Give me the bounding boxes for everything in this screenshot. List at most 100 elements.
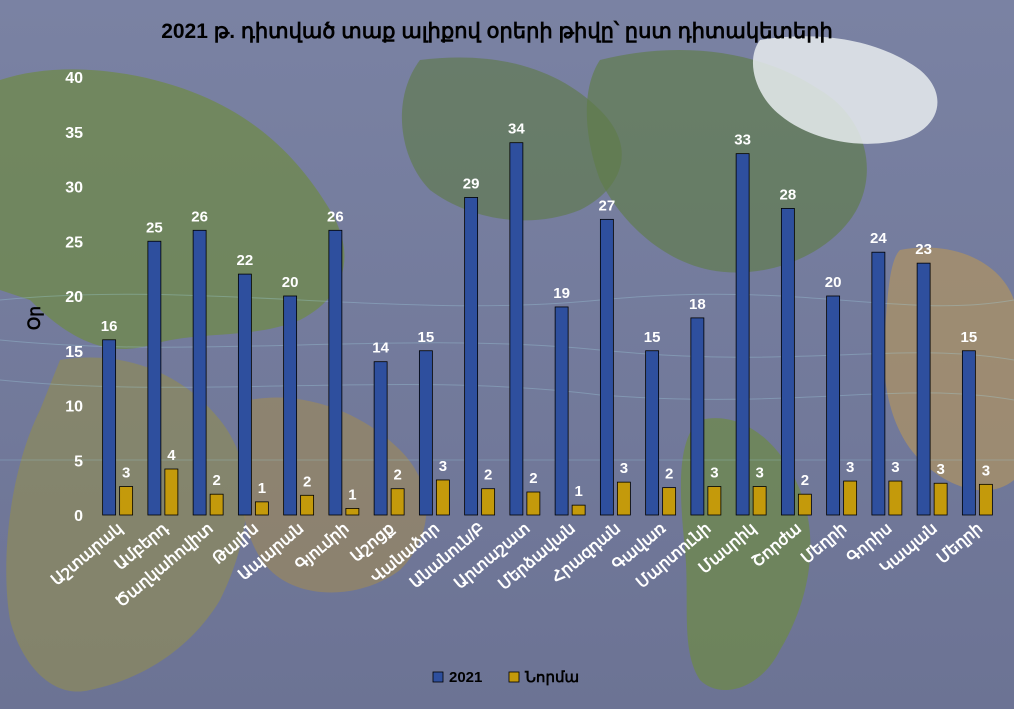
data-label-2021: 33 <box>734 132 751 149</box>
bar-norm <box>435 479 450 516</box>
data-label-2021: 24 <box>870 230 887 247</box>
y-axis-ticks: 0 5 10 15 20 25 30 35 40 <box>65 70 83 525</box>
series-norm <box>119 468 993 516</box>
bar-norm <box>481 488 496 516</box>
bar-2021 <box>780 207 795 516</box>
data-label-norm: 3 <box>710 465 718 482</box>
bar-norm <box>300 494 315 516</box>
data-label-2021: 15 <box>644 329 661 346</box>
data-label-norm: 2 <box>484 467 492 484</box>
data-label-norm: 2 <box>303 473 311 490</box>
legend-swatch-2021 <box>432 671 444 683</box>
data-label-2021: 20 <box>282 274 299 291</box>
data-label-norm: 2 <box>529 470 537 487</box>
data-label-norm: 3 <box>891 459 899 476</box>
data-label-2021: 16 <box>101 318 118 335</box>
bar-norm <box>254 501 269 516</box>
bar-2021 <box>509 142 524 516</box>
data-label-2021: 22 <box>237 252 254 269</box>
bar-2021 <box>328 229 343 516</box>
bar-norm <box>843 480 858 516</box>
bar-norm <box>345 508 360 516</box>
bar-2021 <box>645 350 660 516</box>
data-label-2021: 15 <box>418 329 435 346</box>
data-label-norm: 1 <box>574 483 582 500</box>
bar-norm <box>707 486 722 516</box>
data-label-2021: 15 <box>961 329 978 346</box>
data-label-norm: 3 <box>936 461 944 478</box>
series-2021 <box>102 142 976 516</box>
bar-2021 <box>147 240 162 516</box>
y-tick-label: 20 <box>65 289 83 306</box>
bar-2021 <box>826 295 841 516</box>
bar-norm <box>119 486 134 516</box>
data-label-2021: 26 <box>191 208 208 225</box>
data-label-norm: 1 <box>258 480 266 497</box>
bar-2021 <box>102 339 117 516</box>
data-label-norm: 3 <box>982 462 990 479</box>
data-label-2021: 28 <box>780 186 797 203</box>
data-label-norm: 2 <box>393 467 401 484</box>
bar-norm <box>797 493 812 516</box>
data-label-norm: 3 <box>122 465 130 482</box>
data-labels-norm: 3 4 2 1 2 1 2 3 2 2 1 3 2 3 3 2 3 3 3 3 <box>122 447 990 503</box>
bar-norm <box>888 480 903 516</box>
data-label-norm: 3 <box>755 465 763 482</box>
y-tick-label: 15 <box>65 344 83 361</box>
data-label-2021: 23 <box>915 241 932 258</box>
bar-2021 <box>464 197 479 516</box>
bar-norm <box>616 481 631 516</box>
chart-title: 2021 թ. դիտված տաք ալիքով օրերի թիվը՝ ըս… <box>161 20 833 43</box>
legend-swatch-norm <box>508 671 520 683</box>
y-tick-label: 30 <box>65 180 83 197</box>
legend-label-2021: 2021 <box>449 669 482 686</box>
bar-2021 <box>961 350 976 516</box>
data-label-2021: 26 <box>327 208 344 225</box>
data-label-norm: 3 <box>439 458 447 475</box>
data-label-2021: 14 <box>372 340 389 357</box>
bar-norm <box>978 483 993 516</box>
bar-norm <box>390 488 405 516</box>
data-label-norm: 2 <box>801 472 809 489</box>
y-axis-title: Օր <box>25 306 44 330</box>
bar-2021 <box>871 251 886 516</box>
data-label-2021: 25 <box>146 219 163 236</box>
legend-label-norm: Նորմա <box>524 669 579 686</box>
bar-norm <box>571 504 586 516</box>
bar-norm <box>164 468 179 516</box>
bar-2021 <box>916 262 931 516</box>
bar-norm <box>933 482 948 516</box>
bar-2021 <box>690 317 705 516</box>
bar-2021 <box>192 229 207 516</box>
data-label-2021: 34 <box>508 121 525 138</box>
bar-2021 <box>373 361 388 516</box>
bar-norm <box>526 491 541 516</box>
data-label-2021: 27 <box>599 197 616 214</box>
y-tick-label: 40 <box>65 70 83 87</box>
bar-2021 <box>237 273 252 516</box>
y-tick-label: 10 <box>65 399 83 416</box>
bar-2021 <box>283 295 298 516</box>
bar-2021 <box>554 306 569 516</box>
data-labels-2021: 16 25 26 22 20 26 14 15 29 34 19 27 15 18 33 28 20 24 23 15 <box>101 121 977 357</box>
data-label-2021: 29 <box>463 175 480 192</box>
data-label-norm: 3 <box>846 459 854 476</box>
bar-2021 <box>418 350 433 516</box>
bar-norm <box>209 493 224 516</box>
data-label-2021: 20 <box>825 274 842 291</box>
legend: 2021 Նորմա <box>432 669 579 686</box>
bar-norm <box>752 486 767 516</box>
data-label-norm: 4 <box>167 447 176 464</box>
bar-norm <box>662 487 677 516</box>
data-label-2021: 18 <box>689 296 706 313</box>
bar-2021 <box>735 153 750 516</box>
bar-2021 <box>599 218 614 516</box>
data-label-norm: 2 <box>665 466 673 483</box>
y-tick-label: 35 <box>65 125 83 142</box>
data-label-2021: 19 <box>553 285 570 302</box>
y-tick-label: 5 <box>74 453 83 470</box>
data-label-norm: 2 <box>212 472 220 489</box>
